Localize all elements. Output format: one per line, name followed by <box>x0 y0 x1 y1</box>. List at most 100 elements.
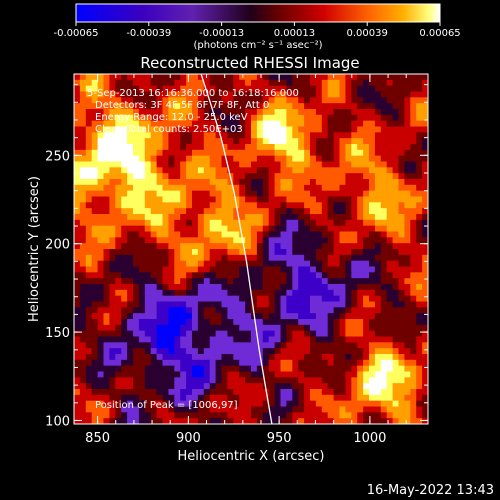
heatmap-cell <box>280 301 287 308</box>
heatmap-cell <box>215 383 223 390</box>
heatmap-cell <box>380 196 388 203</box>
heatmap-cell <box>233 324 240 332</box>
heatmap-cell <box>345 173 352 180</box>
heatmap-cell <box>138 167 146 174</box>
heatmap-cell <box>380 103 388 110</box>
heatmap-cell <box>274 237 282 244</box>
heatmap-cell <box>256 330 264 338</box>
heatmap-cell <box>74 295 81 303</box>
heatmap-cell <box>280 266 287 273</box>
heatmap-cell <box>280 120 287 128</box>
heatmap-cell <box>274 155 282 163</box>
heatmap-cell <box>91 336 99 343</box>
heatmap-cell <box>351 254 358 262</box>
heatmap-cell <box>286 260 293 268</box>
heatmap-cell <box>416 342 423 349</box>
heatmap-cell <box>392 138 400 145</box>
heatmap-cell <box>127 214 134 221</box>
heatmap-cell <box>374 138 382 145</box>
heatmap-cell <box>280 190 287 198</box>
heatmap-cell <box>262 120 270 128</box>
heatmap-cell <box>74 284 81 291</box>
heatmap-cell <box>280 225 287 233</box>
heatmap-cell <box>416 406 423 413</box>
heatmap-cell <box>369 214 376 221</box>
heatmap-cell <box>256 161 264 168</box>
heatmap-cell <box>404 155 411 163</box>
heatmap-cell <box>209 173 217 180</box>
heatmap-cell <box>85 155 93 163</box>
heatmap-cell <box>192 330 199 338</box>
heatmap-cell <box>416 394 423 402</box>
heatmap-cell <box>422 249 428 256</box>
heatmap-cell <box>422 260 428 268</box>
heatmap-cell <box>369 149 376 157</box>
heatmap-cell <box>168 190 175 198</box>
heatmap-cell <box>422 214 428 221</box>
heatmap-cell <box>227 342 234 349</box>
heatmap-cell <box>286 365 293 373</box>
heatmap-cell <box>315 412 323 419</box>
heatmap-cell <box>363 184 370 192</box>
heatmap-cell <box>156 190 164 198</box>
heatmap-cell <box>374 190 382 198</box>
heatmap-cell <box>339 132 346 139</box>
heatmap-cell <box>304 342 311 349</box>
heatmap-cell <box>327 354 335 361</box>
heatmap-cell <box>85 184 93 192</box>
x-tick-label: 900 <box>176 431 201 446</box>
heatmap-cell <box>156 202 164 209</box>
heatmap-cell <box>203 383 211 390</box>
heatmap-cell <box>292 313 299 320</box>
heatmap-cell <box>97 371 105 378</box>
heatmap-cell <box>262 190 270 198</box>
heatmap-cell <box>262 330 270 338</box>
heatmap-cell <box>398 295 405 303</box>
heatmap-cell <box>180 348 187 355</box>
heatmap-cell <box>363 295 370 303</box>
heatmap-cell <box>321 126 329 133</box>
heatmap-cell <box>251 237 258 244</box>
heatmap-cell <box>245 120 252 128</box>
heatmap-cell <box>374 383 382 390</box>
heatmap-cell <box>386 138 394 145</box>
heatmap-cell <box>274 114 282 122</box>
heatmap-cell <box>351 132 358 139</box>
heatmap-cell <box>109 179 116 186</box>
heatmap-cell <box>138 208 146 215</box>
heatmap-cell <box>369 365 376 373</box>
heatmap-cell <box>115 400 122 408</box>
heatmap-cell <box>79 371 87 378</box>
heatmap-cell <box>121 190 128 198</box>
heatmap-cell <box>162 208 169 215</box>
heatmap-cell <box>351 161 358 168</box>
heatmap-cell <box>203 109 211 116</box>
heatmap-cell <box>174 418 181 424</box>
heatmap-cell <box>209 214 217 221</box>
heatmap-cell <box>422 383 428 390</box>
heatmap-cell <box>115 295 122 303</box>
heatmap-cell <box>150 144 158 151</box>
heatmap-cell <box>327 109 335 116</box>
heatmap-cell <box>339 342 346 349</box>
heatmap-cell <box>174 103 181 110</box>
heatmap-cell <box>351 371 358 378</box>
heatmap-cell <box>192 79 199 87</box>
heatmap-cell <box>174 202 181 209</box>
heatmap-cell <box>268 278 276 285</box>
heatmap-cell <box>174 272 181 279</box>
heatmap-cell <box>286 237 293 244</box>
heatmap-cell <box>127 371 134 378</box>
heatmap-cell <box>109 400 116 408</box>
heatmap-cell <box>186 161 193 168</box>
heatmap-cell <box>144 97 152 104</box>
heatmap-cell <box>91 272 99 279</box>
heatmap-cell <box>186 266 193 273</box>
heatmap-cell <box>398 418 405 424</box>
x-axis-label: Heliocentric X (arcsec) <box>178 449 325 464</box>
heatmap-cell <box>180 278 187 285</box>
heatmap-cell <box>227 354 234 361</box>
heatmap-cell <box>203 400 211 408</box>
heatmap-cell <box>304 324 311 332</box>
heatmap-cell <box>345 354 352 361</box>
